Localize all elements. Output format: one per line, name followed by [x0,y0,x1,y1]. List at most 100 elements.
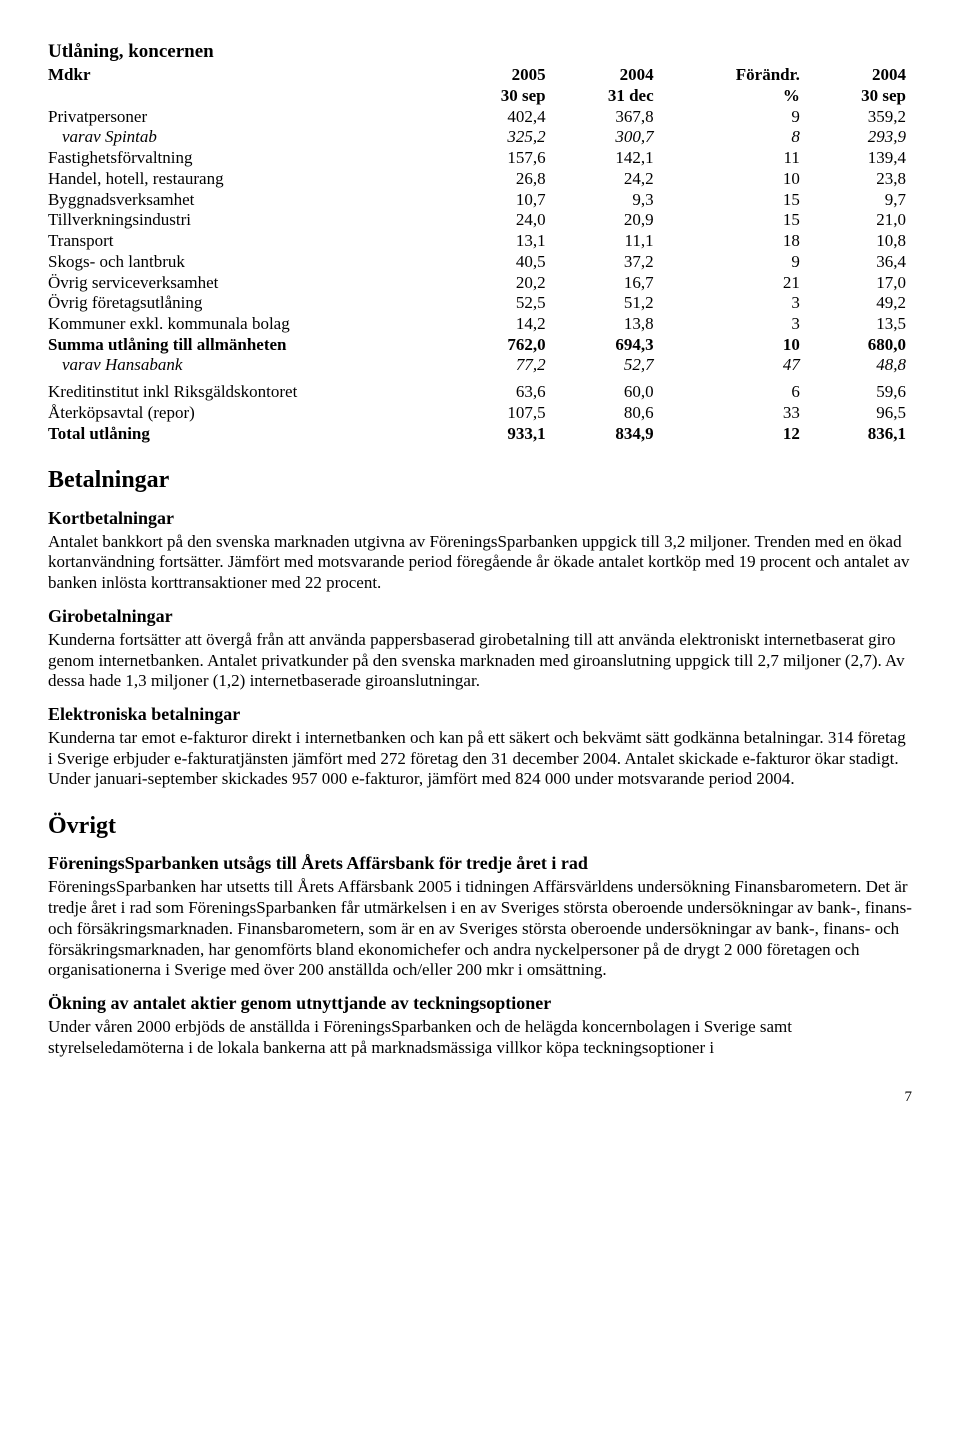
row-value: 49,2 [806,293,912,314]
girobetalningar-heading: Girobetalningar [48,606,912,628]
row-value: 40,5 [445,252,551,273]
row-value: 10,8 [806,231,912,252]
col-2004b-top: 2004 [806,65,912,86]
row-label: Övrig serviceverksamhet [48,273,445,294]
row-value: 52,7 [552,355,660,376]
row-value: 21,0 [806,210,912,231]
table-row: varav Hansabank77,252,74748,8 [48,355,912,376]
row-value: 60,0 [552,376,660,403]
row-value: 52,5 [445,293,551,314]
row-value: 36,4 [806,252,912,273]
col-2004-bot: 31 dec [552,86,660,107]
table-row: Total utlåning933,1834,912836,1 [48,424,912,445]
row-label: Återköpsavtal (repor) [48,403,445,424]
row-value: 15 [660,210,806,231]
affarsbank-heading: FöreningsSparbanken utsågs till Årets Af… [48,853,912,875]
kortbetalningar-heading: Kortbetalningar [48,508,912,530]
row-label: Tillverkningsindustri [48,210,445,231]
table-title: Utlåning, koncernen [48,40,912,63]
row-value: 24,0 [445,210,551,231]
row-label: Kreditinstitut inkl Riksgäldskontoret [48,376,445,403]
table-row: Tillverkningsindustri24,020,91521,0 [48,210,912,231]
row-value: 11 [660,148,806,169]
row-value: 8 [660,127,806,148]
row-value: 18 [660,231,806,252]
row-value: 9,7 [806,190,912,211]
row-value: 680,0 [806,335,912,356]
row-value: 20,9 [552,210,660,231]
elektroniska-text: Kunderna tar emot e-fakturor direkt i in… [48,728,912,790]
row-value: 13,8 [552,314,660,335]
row-value: 15 [660,190,806,211]
row-value: 14,2 [445,314,551,335]
row-value: 10 [660,335,806,356]
row-value: 933,1 [445,424,551,445]
col-2004-top: 2004 [552,65,660,86]
table-row: Transport13,111,11810,8 [48,231,912,252]
row-label: Fastighetsförvaltning [48,148,445,169]
elektroniska-heading: Elektroniska betalningar [48,704,912,726]
row-value: 300,7 [552,127,660,148]
row-value: 762,0 [445,335,551,356]
row-value: 367,8 [552,107,660,128]
table-row: Återköpsavtal (repor)107,580,63396,5 [48,403,912,424]
row-value: 21 [660,273,806,294]
row-value: 96,5 [806,403,912,424]
row-value: 293,9 [806,127,912,148]
row-label: Privatpersoner [48,107,445,128]
row-value: 3 [660,293,806,314]
row-value: 26,8 [445,169,551,190]
row-value: 77,2 [445,355,551,376]
col-change-top: Förändr. [660,65,806,86]
betalningar-heading: Betalningar [48,466,912,495]
row-value: 142,1 [552,148,660,169]
row-value: 48,8 [806,355,912,376]
row-label: Övrig företagsutlåning [48,293,445,314]
table-row: Skogs- och lantbruk40,537,2936,4 [48,252,912,273]
table-row: Kreditinstitut inkl Riksgäldskontoret63,… [48,376,912,403]
row-label: Summa utlåning till allmänheten [48,335,445,356]
row-value: 33 [660,403,806,424]
col-2004b-bot: 30 sep [806,86,912,107]
row-value: 24,2 [552,169,660,190]
col-change-bot: % [660,86,806,107]
row-value: 157,6 [445,148,551,169]
row-value: 37,2 [552,252,660,273]
affarsbank-text: FöreningsSparbanken har utsetts till Åre… [48,877,912,981]
row-value: 694,3 [552,335,660,356]
row-label: varav Spintab [48,127,445,148]
row-value: 16,7 [552,273,660,294]
row-value: 13,1 [445,231,551,252]
table-row: Kommuner exkl. kommunala bolag14,213,831… [48,314,912,335]
row-value: 11,1 [552,231,660,252]
row-value: 359,2 [806,107,912,128]
girobetalningar-text: Kunderna fortsätter att övergå från att … [48,630,912,692]
row-value: 834,9 [552,424,660,445]
row-value: 20,2 [445,273,551,294]
ovrigt-heading: Övrigt [48,812,912,841]
row-value: 6 [660,376,806,403]
row-label: Kommuner exkl. kommunala bolag [48,314,445,335]
table-row: Övrig serviceverksamhet20,216,72117,0 [48,273,912,294]
row-value: 9 [660,107,806,128]
row-value: 10,7 [445,190,551,211]
table-row: Handel, hotell, restaurang26,824,21023,8 [48,169,912,190]
table-row: Övrig företagsutlåning52,551,2349,2 [48,293,912,314]
col-2005-top: 2005 [445,65,551,86]
table-row: Fastighetsförvaltning157,6142,111139,4 [48,148,912,169]
row-value: 10 [660,169,806,190]
row-value: 9 [660,252,806,273]
row-value: 80,6 [552,403,660,424]
page-number: 7 [48,1088,912,1106]
row-label: Total utlåning [48,424,445,445]
row-value: 12 [660,424,806,445]
row-value: 51,2 [552,293,660,314]
row-value: 47 [660,355,806,376]
row-value: 836,1 [806,424,912,445]
table-unit-blank [48,86,445,107]
row-value: 107,5 [445,403,551,424]
row-value: 402,4 [445,107,551,128]
row-value: 325,2 [445,127,551,148]
row-label: Skogs- och lantbruk [48,252,445,273]
col-2005-bot: 30 sep [445,86,551,107]
